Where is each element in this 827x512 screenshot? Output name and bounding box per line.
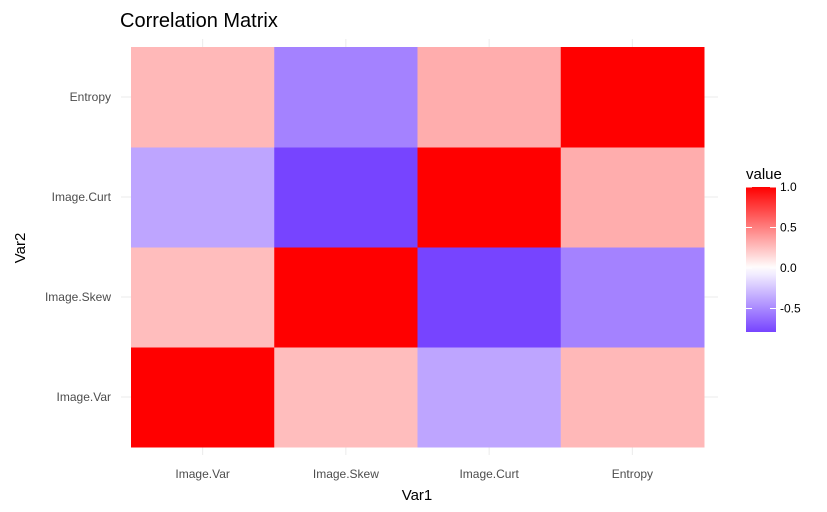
heatmap-cell-Entropy-Image.Curt bbox=[560, 147, 705, 248]
legend: 1.0 0.5 0.0 -0.5 bbox=[746, 180, 801, 332]
heatmap-cell-Image.Skew-Image.Var bbox=[274, 347, 418, 448]
y-tick-label: Image.Var bbox=[57, 390, 111, 404]
y-tick-label: Image.Curt bbox=[52, 190, 112, 204]
heatmap-cell-Entropy-Image.Var bbox=[560, 347, 705, 448]
chart-title: Correlation Matrix bbox=[120, 10, 278, 32]
heatmap-cell-Image.Var-Image.Skew bbox=[131, 247, 275, 348]
y-tick-label: Entropy bbox=[70, 90, 111, 104]
heatmap-cell-Entropy-Entropy bbox=[560, 47, 705, 148]
legend-tick-label: -0.5 bbox=[780, 302, 801, 316]
heatmap-cell-Image.Skew-Entropy bbox=[274, 47, 418, 148]
y-tick-label: Image.Skew bbox=[45, 290, 111, 304]
heatmap-cell-Image.Curt-Image.Var bbox=[417, 347, 562, 448]
heatmap-cell-Image.Var-Image.Curt bbox=[131, 147, 275, 248]
heatmap-cell-Image.Skew-Image.Skew bbox=[274, 247, 418, 348]
y-axis-title: Var2 bbox=[12, 233, 29, 264]
x-tick-label: Image.Curt bbox=[459, 467, 519, 481]
legend-tick-label: 0.0 bbox=[780, 261, 797, 275]
x-axis-title: Var1 bbox=[402, 487, 433, 504]
heatmap-cell-Image.Curt-Image.Curt bbox=[417, 147, 562, 248]
heatmap-cell-Entropy-Image.Skew bbox=[560, 247, 705, 348]
heatmap-cell-Image.Skew-Image.Curt bbox=[274, 147, 418, 248]
heatmap-cell-Image.Var-Entropy bbox=[131, 47, 275, 148]
legend-tick-label: 0.5 bbox=[780, 221, 797, 235]
legend-colorbar bbox=[746, 187, 776, 332]
x-tick-label: Image.Var bbox=[175, 467, 229, 481]
legend-tick-label: 1.0 bbox=[780, 180, 797, 194]
heatmap-cell-Image.Var-Image.Var bbox=[131, 347, 275, 448]
x-tick-label: Entropy bbox=[612, 467, 653, 481]
x-tick-label: Image.Skew bbox=[313, 467, 379, 481]
legend-title: value bbox=[746, 166, 782, 183]
heatmap-cell-Image.Curt-Image.Skew bbox=[417, 247, 562, 348]
axis-labels: Image.Var Image.Skew Image.Curt Entropy Imag… bbox=[45, 90, 653, 481]
heatmap-cell-Image.Curt-Entropy bbox=[417, 47, 562, 148]
heatmap-cells bbox=[131, 47, 705, 448]
